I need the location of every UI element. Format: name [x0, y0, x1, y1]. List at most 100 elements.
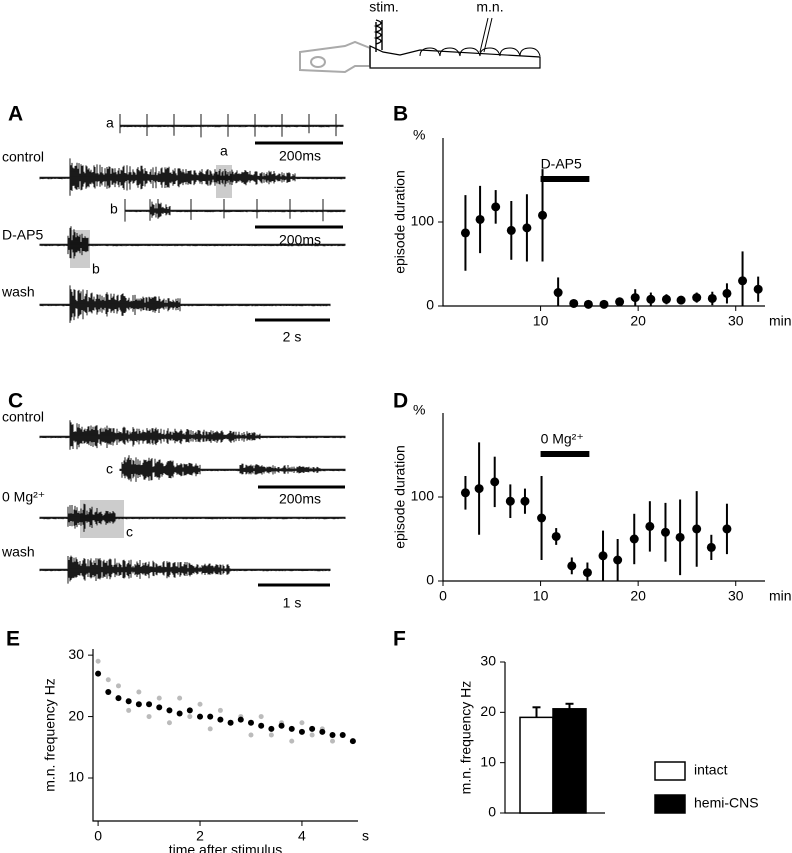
x-tick-label: 0 [439, 588, 447, 604]
inset-label: c [106, 461, 113, 477]
mean-point [520, 496, 530, 506]
mean-point [661, 294, 671, 304]
mean-point [567, 561, 577, 571]
y-tick-label: 100 [411, 213, 435, 229]
stim-electrode [373, 19, 383, 52]
mean-point [490, 477, 500, 487]
point [135, 701, 142, 708]
point [187, 714, 193, 720]
point [126, 707, 132, 713]
box-label: b [92, 261, 100, 277]
point [125, 698, 132, 705]
y-tick-label: 0 [426, 572, 434, 588]
y-tick-label: 30 [68, 646, 84, 662]
y-tick-label: 20 [480, 703, 496, 719]
y-axis-label: m.n. frequency Hz [458, 681, 474, 795]
point [115, 695, 122, 702]
x-tick-label: 10 [533, 313, 549, 329]
x-tick-label: 20 [630, 313, 646, 329]
point [207, 713, 214, 720]
x-tick-label: 2 [196, 828, 204, 844]
x-unit: s [362, 828, 369, 844]
mean-point [537, 513, 547, 523]
point [288, 725, 295, 732]
y-axis-label: episode duration [392, 445, 408, 549]
point [309, 732, 315, 738]
cord [369, 45, 541, 69]
point [95, 658, 101, 664]
mean-point [645, 521, 655, 531]
point [248, 732, 254, 738]
cord-outline [310, 56, 326, 68]
legend-swatch [654, 794, 686, 814]
point [289, 738, 295, 744]
mean-point [553, 288, 563, 298]
panel-letter: D [393, 390, 408, 413]
point [197, 701, 203, 707]
mean-point [598, 551, 608, 561]
point [330, 738, 336, 744]
x-unit: min [769, 588, 792, 604]
trace-label: 0 Mg²⁺ [2, 489, 45, 505]
point [105, 689, 112, 695]
mean-point [599, 299, 609, 309]
point [268, 725, 275, 732]
panel-letter: B [393, 103, 408, 126]
mean-point [474, 484, 484, 494]
inset-label: b [110, 201, 118, 217]
trace-label: wash [1, 544, 35, 560]
mean-point [551, 531, 561, 541]
x-unit: min [769, 313, 792, 329]
scale-label: 2 s [283, 329, 302, 345]
box-label: c [126, 524, 133, 540]
cord-outline [299, 40, 371, 74]
point [105, 677, 111, 683]
scale-label: 200ms [279, 148, 321, 164]
scale-label: 200ms [279, 232, 321, 248]
x-tick-label: 20 [630, 588, 646, 604]
point [186, 707, 193, 714]
y-tick-label: 100 [411, 488, 435, 504]
point [156, 704, 163, 711]
legend-swatch [654, 761, 686, 781]
mean-point [506, 225, 516, 235]
x-tick-label: 30 [728, 313, 744, 329]
point [258, 714, 264, 720]
point [299, 720, 305, 726]
panel-letter: A [8, 103, 23, 126]
x-tick-label: 10 [533, 588, 549, 604]
mean-point [706, 542, 716, 552]
point [146, 714, 152, 720]
y-unit: % [413, 127, 425, 143]
mean-point [692, 293, 702, 303]
point [339, 732, 346, 738]
point [146, 701, 153, 708]
panel-letter: C [8, 390, 23, 413]
mean-point [630, 293, 640, 303]
point [247, 719, 254, 726]
mean-point [538, 210, 548, 220]
treatment-bar [540, 451, 590, 457]
mean-point [646, 294, 656, 304]
mean-point [460, 228, 470, 238]
x-axis-label: time after stimulus [169, 842, 283, 853]
trace [124, 199, 346, 222]
mean-point [722, 524, 732, 534]
mean-point [522, 223, 532, 233]
mean-point [491, 202, 501, 212]
trace [119, 455, 346, 482]
mean-point [460, 488, 470, 498]
point [227, 719, 234, 726]
traces [39, 114, 346, 584]
y-tick-label: 0 [426, 297, 434, 313]
point [95, 670, 102, 677]
mean-point [475, 214, 485, 224]
point [349, 738, 356, 745]
point [217, 716, 224, 723]
point [136, 689, 142, 695]
mean-point [615, 297, 625, 307]
mean-point [660, 527, 670, 537]
axis [92, 649, 358, 822]
point [177, 695, 183, 701]
segments [419, 47, 541, 57]
